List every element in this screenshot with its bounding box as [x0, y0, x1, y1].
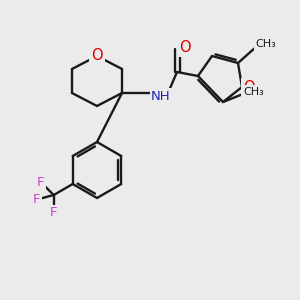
Text: O: O — [91, 47, 103, 62]
Text: NH: NH — [151, 89, 171, 103]
Text: F: F — [37, 176, 45, 189]
Text: O: O — [179, 40, 191, 56]
Text: CH₃: CH₃ — [243, 87, 264, 97]
Text: CH₃: CH₃ — [256, 39, 276, 49]
Text: O: O — [243, 80, 255, 94]
Text: F: F — [33, 193, 40, 206]
Text: F: F — [50, 206, 57, 220]
